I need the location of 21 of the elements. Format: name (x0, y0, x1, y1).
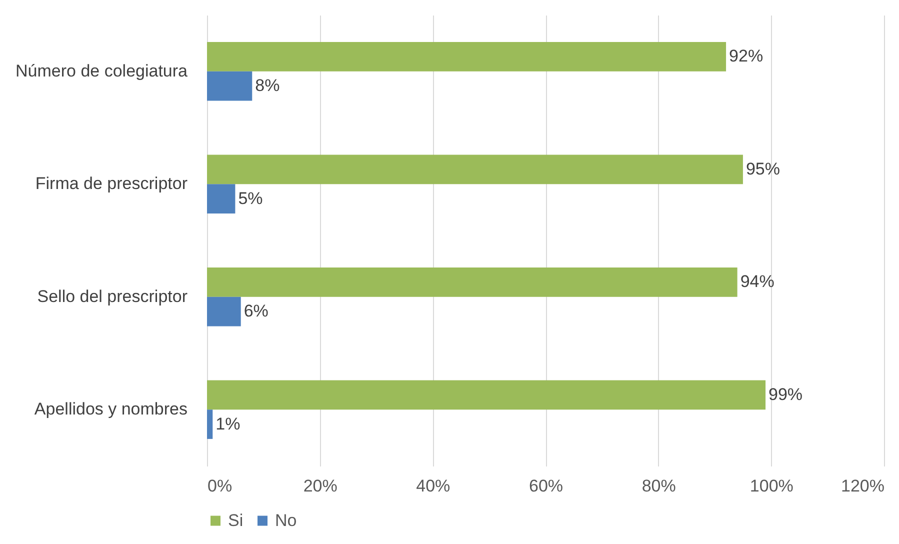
x-tick-label: 40% (416, 476, 450, 496)
data-label: 1% (216, 414, 240, 434)
data-label: 99% (768, 384, 803, 404)
x-tick-label: 60% (528, 476, 564, 496)
data-label: 95% (746, 159, 780, 178)
x-tick-label: 80% (642, 476, 676, 496)
x-tick-label: 120% (841, 476, 884, 496)
y-tick-label: Número de colegiatura (16, 61, 188, 80)
x-tick-label: 100% (750, 476, 794, 496)
y-tick-label: Apellidos y nombres (34, 400, 188, 419)
data-label: 94% (740, 272, 774, 292)
y-tick-label: Sello del prescriptor (37, 286, 188, 306)
data-label: 8% (255, 76, 280, 96)
data-label: 5% (238, 188, 263, 208)
legend-label: Si (228, 510, 244, 530)
x-tick-label: 0% (208, 476, 232, 496)
data-label: 92% (729, 46, 764, 66)
y-tick-label: Firma de prescriptor (35, 174, 188, 194)
x-tick-label: 20% (303, 476, 338, 496)
data-label: 6% (244, 302, 268, 321)
legend-label: No (275, 510, 297, 530)
